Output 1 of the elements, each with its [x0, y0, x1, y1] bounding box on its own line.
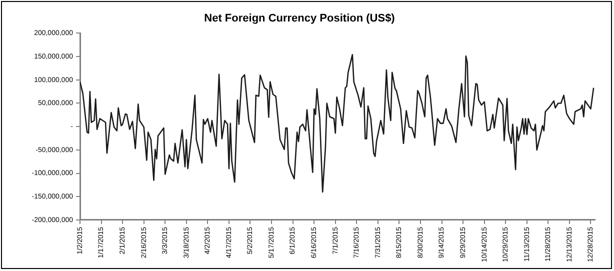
chart-title: Net Foreign Currency Position (US$): [204, 12, 396, 25]
